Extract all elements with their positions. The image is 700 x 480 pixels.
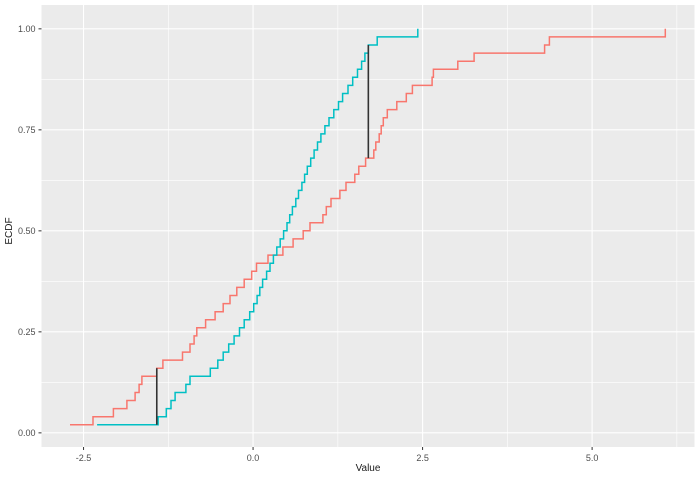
x-axis-title-text: Value bbox=[355, 463, 381, 474]
x-axis-title: Value bbox=[0, 464, 700, 474]
y-tick-label-1: 0.25 bbox=[18, 327, 36, 337]
x-tick-label-0: -2.5 bbox=[76, 453, 92, 463]
y-tick-label-2: 0.50 bbox=[18, 226, 36, 236]
x-tick-label-3: 5.0 bbox=[586, 453, 599, 463]
x-tick-label-1: 0.0 bbox=[247, 453, 260, 463]
ecdf-sample-2-line bbox=[97, 28, 419, 426]
y-tick-label-3: 0.75 bbox=[18, 125, 36, 135]
y-axis-title: ECDF bbox=[4, 217, 15, 245]
ecdf-sample-1-line bbox=[70, 28, 667, 426]
x-tick-label-2: 2.5 bbox=[416, 453, 429, 463]
y-tick-label-4: 1.00 bbox=[18, 24, 36, 34]
y-tick-label-0: 0.00 bbox=[18, 428, 36, 438]
